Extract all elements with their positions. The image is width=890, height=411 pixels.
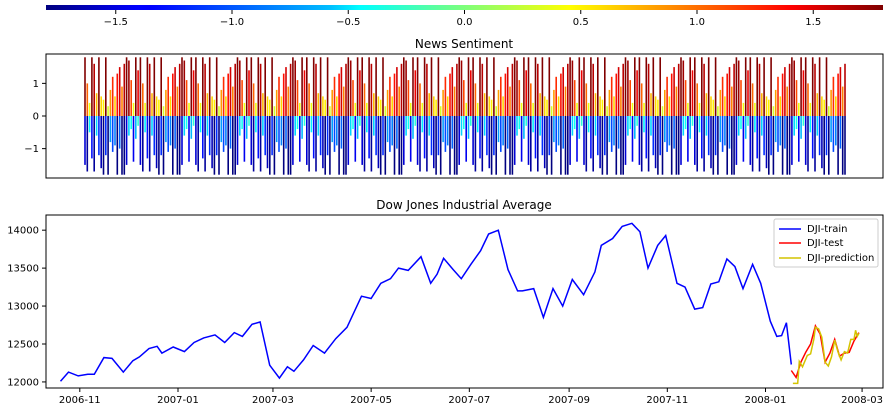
dji-axes-frame xyxy=(45,214,884,389)
legend-label-train: DJI-train xyxy=(807,224,847,235)
dji-y-tick-label: 12000 xyxy=(7,377,39,388)
dji-y-tick-label: 12500 xyxy=(7,339,39,350)
dji-x-tick-label: 2007-07 xyxy=(448,395,490,406)
legend-label-test: DJI-test xyxy=(807,238,843,249)
legend: DJI-train DJI-test DJI-prediction xyxy=(773,218,879,268)
dji-x-tick-label: 2007-01 xyxy=(157,395,199,406)
colorbar-tick-label: −1.5 xyxy=(104,17,128,28)
sentiment-y-tick-label: 0 xyxy=(33,112,39,123)
colorbar-tick-label: 1.0 xyxy=(689,17,705,28)
dji-x-tick-label: 2007-03 xyxy=(252,395,294,406)
dji-train-line xyxy=(59,222,793,382)
colorbar-gradient xyxy=(46,5,883,10)
colorbar-tick-label: 0.5 xyxy=(573,17,589,28)
dji-x-tick-label: 2008-03 xyxy=(841,395,883,406)
dji-x-tick-label: 2007-09 xyxy=(548,395,590,406)
dji-y-ticks: 12000 12500 13000 13500 14000 xyxy=(7,226,46,388)
sentiment-title: News Sentiment xyxy=(415,37,514,51)
sentiment-y-ticks: 1 0 −1 xyxy=(24,79,46,155)
legend-label-prediction: DJI-prediction xyxy=(807,253,874,264)
colorbar-tick-label: 1.5 xyxy=(805,17,821,28)
dji-x-tick-label: 2008-01 xyxy=(745,395,787,406)
dji-title: Dow Jones Industrial Average xyxy=(376,198,552,212)
dji-y-tick-label: 14000 xyxy=(7,226,39,237)
dji-y-tick-label: 13500 xyxy=(7,264,39,275)
dji-x-tick-label: 2007-05 xyxy=(350,395,392,406)
dji-lines xyxy=(59,222,860,385)
sentiment-panel: News Sentiment 1 0 −1 xyxy=(24,37,884,179)
dji-x-tick-label: 2007-11 xyxy=(646,395,688,406)
legend-box xyxy=(773,218,879,268)
colorbar-ticks: −1.5 −1.0 −0.5 0.0 0.5 1.0 1.5 xyxy=(104,10,821,28)
sentiment-y-tick-label: −1 xyxy=(24,144,39,155)
colorbar-tick-label: −1.0 xyxy=(220,17,244,28)
dji-prediction-line xyxy=(792,326,860,385)
colorbar: −1.5 −1.0 −0.5 0.0 0.5 1.0 1.5 xyxy=(46,5,883,28)
dji-x-ticks: 2006-11 2007-01 2007-03 2007-05 2007-07 2007-… xyxy=(59,388,883,406)
sentiment-bars xyxy=(84,57,846,175)
colorbar-tick-label: −0.5 xyxy=(336,17,360,28)
dji-x-tick-label: 2006-11 xyxy=(59,395,101,406)
dji-y-tick-label: 13000 xyxy=(7,302,39,313)
colorbar-tick-label: 0.0 xyxy=(457,17,473,28)
dji-panel: Dow Jones Industrial Average 12000125001… xyxy=(7,198,884,406)
sentiment-y-tick-label: 1 xyxy=(33,79,39,90)
